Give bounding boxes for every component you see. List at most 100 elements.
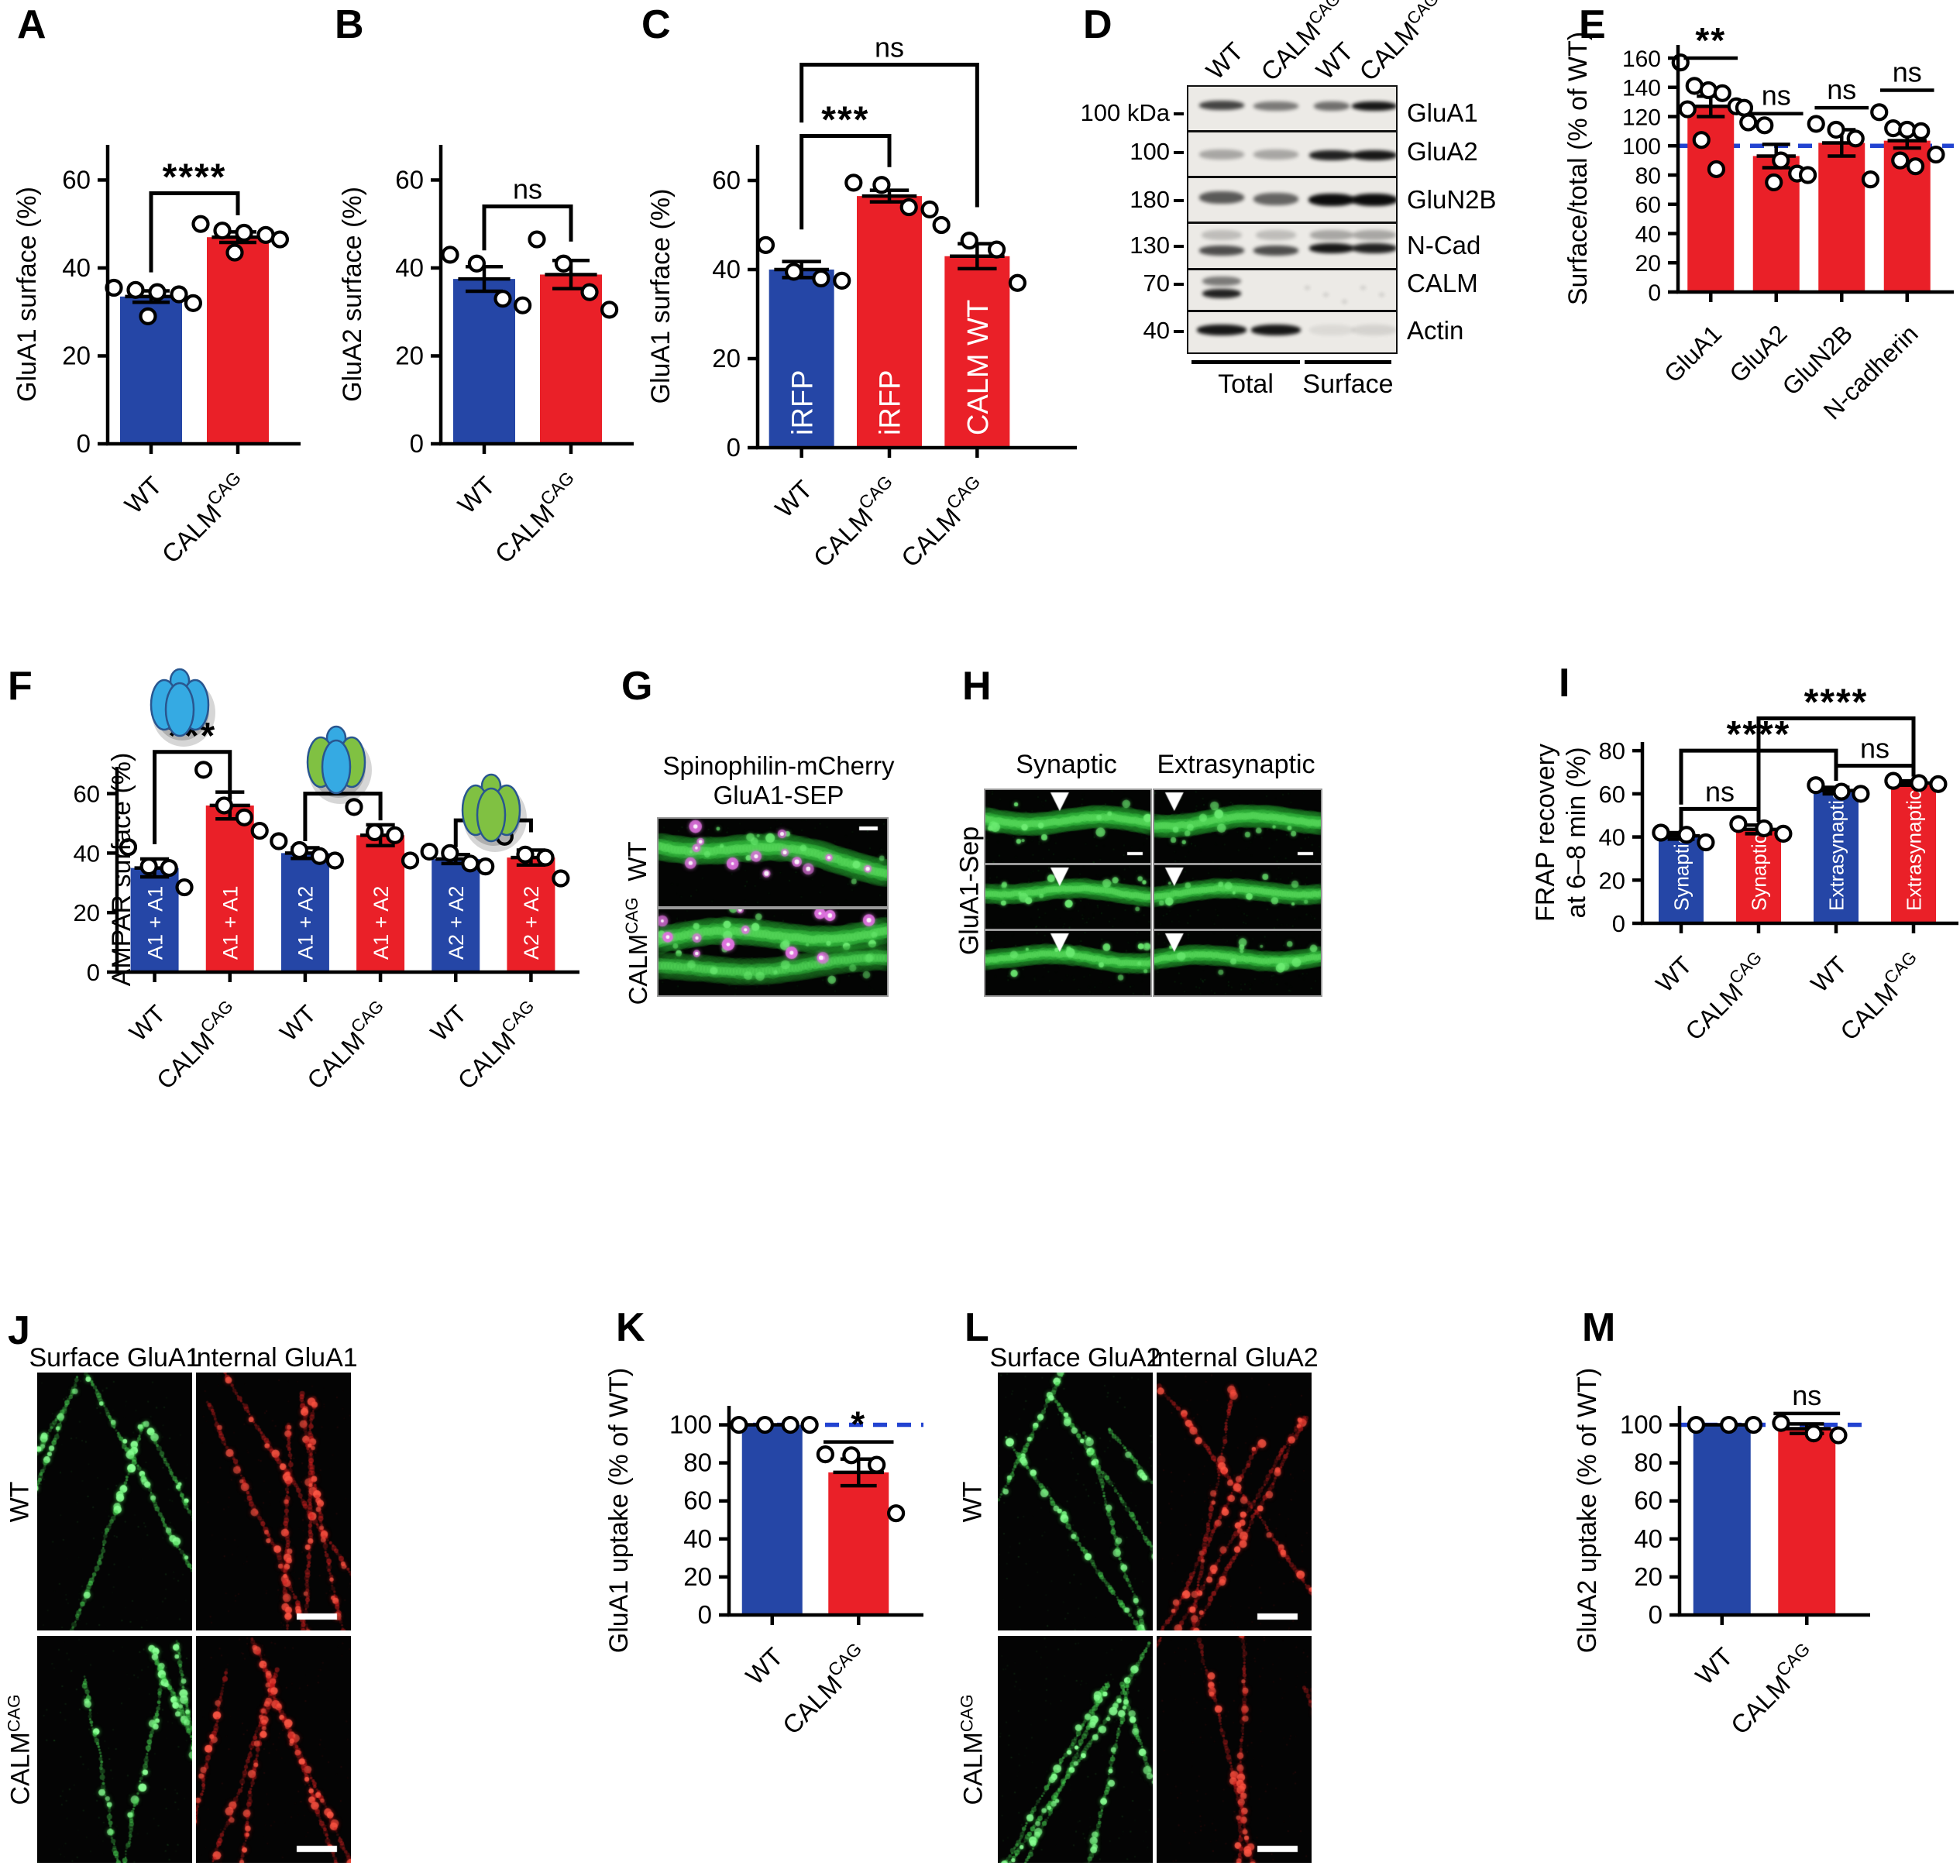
bar-CALMCAG-3 [356, 835, 405, 972]
svg-text:ns: ns [1893, 57, 1922, 88]
svg-text:WT: WT [1805, 950, 1852, 998]
panel-g-title: Spinophilin-mCherry [662, 751, 895, 780]
svg-text:WT: WT [740, 1642, 788, 1690]
blot-band [1310, 229, 1353, 240]
blot-protein-label: CALM [1407, 269, 1478, 298]
panel-h-letter: H [962, 664, 992, 709]
y-axis-label: GluA1 uptake (% of WT) [604, 1368, 634, 1653]
data-points [1652, 771, 1948, 852]
blot-band [1309, 242, 1354, 253]
panel-l-row-label: WT [958, 1481, 988, 1522]
svg-text:ns: ns [513, 173, 542, 204]
svg-text:80: 80 [1599, 737, 1625, 764]
data-points [756, 174, 1027, 292]
panel-h-side-label: GluA1-Sep [954, 826, 985, 956]
blot-marker-tick [1174, 112, 1184, 115]
panel-h-col-label: Extrasynaptic [1157, 750, 1315, 779]
blot-band [1309, 325, 1354, 336]
svg-text:**: ** [1695, 20, 1726, 60]
svg-text:20: 20 [683, 1562, 712, 1591]
micro-image-h-2-1 [1153, 929, 1322, 997]
svg-text:80: 80 [683, 1448, 712, 1477]
blot-marker-tick [1174, 198, 1184, 202]
svg-text:WT: WT [452, 471, 500, 519]
panel-d-blot: WT CALMCAG WT CALMCAG 100 kDa GluA1 100 GluA2 18… [1081, 0, 1573, 651]
bar-CALMCAG-1 [1736, 829, 1781, 923]
svg-text:CALMCAG: CALMCAG [486, 468, 587, 569]
svg-text:20: 20 [62, 341, 91, 369]
bar-WT-2 [280, 853, 329, 972]
panel-j-row-label: WT [5, 1481, 35, 1522]
svg-text:0: 0 [410, 429, 424, 458]
panel-h-col-label: Synaptic [1016, 750, 1117, 779]
significance: *** ns [799, 32, 979, 230]
axes [1668, 45, 1954, 302]
blot-marker-tick [1174, 283, 1184, 287]
blot-band [1202, 288, 1241, 298]
svg-text:ns: ns [875, 32, 904, 64]
blot-speckle [1360, 286, 1366, 290]
panel-l-col-title: Internal GluA2 [1150, 1343, 1319, 1373]
blot-protein-label: Actin [1407, 316, 1464, 345]
svg-text:60: 60 [1635, 193, 1661, 218]
svg-text:80: 80 [1634, 1448, 1663, 1477]
svg-text:*: * [851, 1404, 866, 1445]
significance: **** [149, 156, 240, 273]
micro-image-g-0 [657, 817, 889, 908]
y-tick-labels: 0 20 40 60 [395, 165, 424, 458]
blot-speckle [1379, 293, 1384, 297]
svg-text:****: **** [1804, 682, 1869, 723]
svg-text:160: 160 [1622, 46, 1661, 72]
blot-band [1352, 242, 1396, 253]
bar-inner-label: A2 + A2 [520, 886, 543, 960]
svg-text:20: 20 [1635, 251, 1661, 277]
blot-band [1350, 194, 1396, 206]
blot-marker-label: 100 [1130, 138, 1170, 165]
svg-text:WT: WT [1650, 950, 1697, 998]
blot-marker-tick [1174, 151, 1184, 154]
chart-K: 0 20 40 60 80 100 GluA1 uptake (% of WT) WTCALM… [604, 1368, 923, 1740]
svg-text:40: 40 [395, 253, 424, 282]
bars: A1 + A1 A1 + A1 A1 + A2 A1 + A2 A2 + A2 A2 + … [130, 805, 555, 972]
blot-total-label: Total [1218, 369, 1274, 399]
y-axis-label: Surface/total (% of WT) [1563, 32, 1593, 305]
blot-band [1199, 149, 1244, 160]
blot-band [1255, 229, 1297, 240]
bar-WT-0 [769, 270, 834, 448]
svg-text:ns: ns [1827, 74, 1856, 105]
svg-text:60: 60 [74, 781, 100, 808]
y-axis-label: at 6–8 min (%) [1562, 747, 1591, 918]
svg-text:0: 0 [77, 429, 91, 458]
svg-text:0: 0 [1648, 280, 1661, 306]
panel-l-letter: L [965, 1305, 989, 1350]
micro-image-h-0-0 [984, 789, 1152, 864]
chart-F: A1 + A1 A1 + A1 A1 + A2 A1 + A2 A2 + A2 A2 + … [74, 716, 579, 1094]
panel-f-letter: F [8, 664, 33, 709]
y-tick-labels: 0 20 40 60 [712, 166, 741, 462]
micro-image-g-1 [657, 908, 889, 997]
panel-j-image-0-1 [196, 1373, 351, 1630]
data-points [441, 230, 619, 319]
y-axis-label: AMPAR surface (%) [107, 753, 136, 987]
blot-protein-label: GluN2B [1407, 184, 1497, 214]
svg-text:100: 100 [1620, 1410, 1663, 1439]
panel-j-image-1-0 [37, 1636, 192, 1863]
y-axis-label: GluA2 surface (%) [338, 187, 367, 402]
svg-text:40: 40 [1634, 1524, 1663, 1553]
blot-band [1309, 149, 1354, 160]
svg-text:****: **** [163, 156, 227, 198]
bar-inner-label: A1 + A2 [370, 886, 393, 960]
bar-GluN2B-2 [1818, 143, 1865, 292]
svg-text:0: 0 [698, 1600, 712, 1629]
panel-l-image-0-1 [1157, 1373, 1312, 1630]
blot-band [1199, 245, 1244, 256]
svg-text:20: 20 [1599, 867, 1625, 894]
axes [719, 1406, 923, 1625]
svg-text:60: 60 [1599, 781, 1625, 808]
